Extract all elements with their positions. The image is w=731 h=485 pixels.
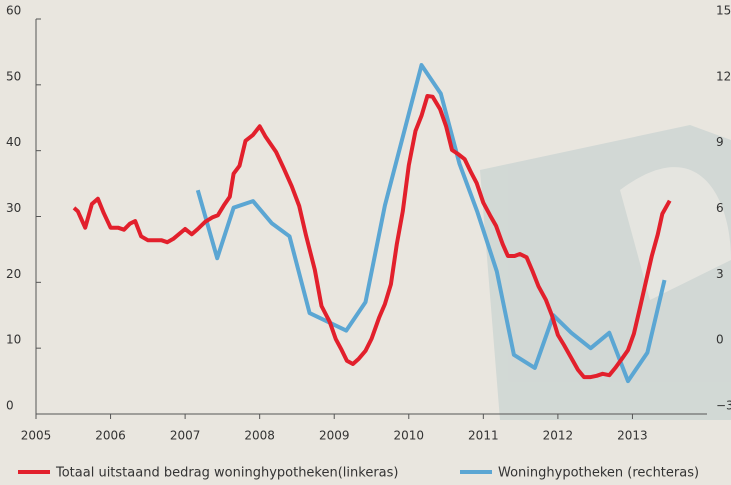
y2-tick-label: 6 [716, 201, 724, 215]
x-tick-label: 2011 [468, 429, 499, 443]
y-tick-label: 60 [6, 4, 21, 18]
y2-tick-label: −3 [716, 399, 731, 413]
y2-tick-label: 15 [716, 4, 731, 18]
y-tick-label: 10 [6, 333, 21, 347]
y-tick-label: 50 [6, 69, 21, 83]
x-tick-label: 2013 [617, 429, 648, 443]
x-tick-label: 2012 [543, 429, 574, 443]
x-tick-label: 2010 [394, 429, 425, 443]
y-tick-label: 20 [6, 267, 21, 281]
series-line [195, 63, 667, 384]
y-tick-label: 30 [6, 201, 21, 215]
legend-label: Totaal uitstaand bedrag woninghypotheken… [55, 466, 399, 481]
y2-tick-label: 3 [716, 267, 724, 281]
y2-tick-label: 0 [716, 333, 724, 347]
y2-tick-label: 12 [716, 69, 731, 83]
legend-label: Woninghypotheken (rechteras) [498, 466, 699, 481]
y2-tick-label: 9 [716, 135, 724, 149]
x-tick-label: 2005 [21, 429, 52, 443]
x-tick-label: 2008 [244, 429, 275, 443]
y-tick-label: 0 [6, 399, 14, 413]
y-tick-label: 40 [6, 135, 21, 149]
x-tick-label: 2006 [95, 429, 126, 443]
legend: Totaal uitstaand bedrag woninghypotheken… [18, 466, 699, 481]
x-tick-label: 2007 [170, 429, 201, 443]
x-tick-label: 2009 [319, 429, 350, 443]
series-line [72, 94, 672, 380]
